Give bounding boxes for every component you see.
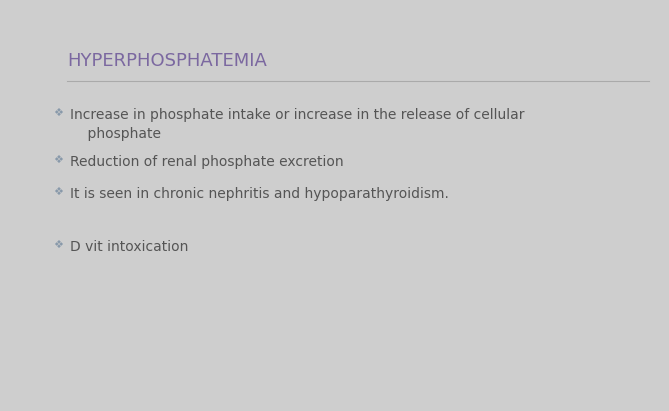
- Text: ❖: ❖: [54, 240, 64, 249]
- Text: ❖: ❖: [54, 187, 64, 197]
- Text: It is seen in chronic nephritis and hypoparathyroidism.: It is seen in chronic nephritis and hypo…: [70, 187, 449, 201]
- Text: D vit intoxication: D vit intoxication: [70, 240, 189, 254]
- Text: Increase in phosphate intake or increase in the release of cellular
    phosphat: Increase in phosphate intake or increase…: [70, 108, 524, 141]
- Text: Reduction of renal phosphate excretion: Reduction of renal phosphate excretion: [70, 155, 344, 169]
- Text: HYPERPHOSPHATEMIA: HYPERPHOSPHATEMIA: [67, 51, 267, 69]
- Text: ❖: ❖: [54, 108, 64, 118]
- Text: ❖: ❖: [54, 155, 64, 164]
